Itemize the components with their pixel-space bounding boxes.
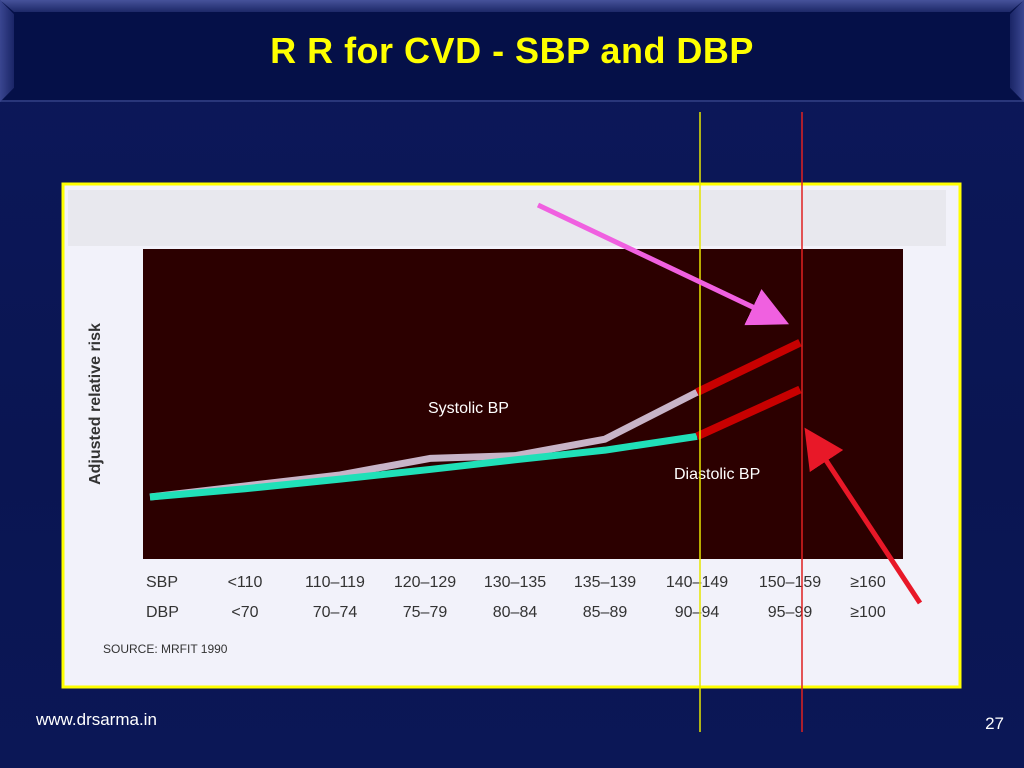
series-label-systolic: Systolic BP (428, 400, 509, 417)
tick-label-sbp-2: 120–129 (394, 574, 456, 591)
tick-label-dbp-3: 80–84 (493, 604, 538, 621)
tick-label-dbp-1: 70–74 (313, 604, 358, 621)
tick-label-dbp-7: ≥100 (850, 604, 886, 621)
title-bar-bevel-left (0, 0, 14, 102)
arrow-magenta (536, 202, 790, 326)
row-label-dbp: DBP (146, 604, 179, 621)
title-bar-bevel-right (1010, 0, 1024, 102)
arrow-red (804, 427, 923, 605)
tick-label-sbp-4: 135–139 (574, 574, 636, 591)
tick-label-dbp-2: 75–79 (403, 604, 448, 621)
title-bar: R R for CVD - SBP and DBP (0, 0, 1024, 102)
row-label-sbp: SBP (146, 574, 178, 591)
series-extension-diastolic (695, 385, 802, 441)
tick-label-sbp-6: 150–159 (759, 574, 821, 591)
y-axis-label: Adjusted relative risk (87, 323, 104, 485)
tick-label-dbp-4: 85–89 (583, 604, 628, 621)
series-label-diastolic: Diastolic BP (674, 466, 760, 483)
title-bar-bevel-top (0, 0, 1024, 12)
tick-label-sbp-0: <110 (228, 574, 263, 591)
tick-label-sbp-5: 140–149 (666, 574, 728, 591)
footer-url: www.drsarma.in (36, 710, 157, 729)
series-extension-systolic (695, 339, 802, 396)
tick-label-sbp-3: 130–135 (484, 574, 546, 591)
tick-label-dbp-0: <70 (231, 604, 258, 621)
tick-label-dbp-5: 90–94 (675, 604, 720, 621)
chart-source: SOURCE: MRFIT 1990 (103, 642, 228, 656)
slide-title: R R for CVD - SBP and DBP (270, 30, 754, 71)
tick-label-dbp-6: 95–99 (768, 604, 813, 621)
tick-label-sbp-1: 110–119 (305, 574, 365, 591)
page-number: 27 (985, 714, 1004, 733)
plot-area (143, 249, 903, 559)
chart-header-band (68, 190, 946, 246)
tick-label-sbp-7: ≥160 (850, 574, 886, 591)
